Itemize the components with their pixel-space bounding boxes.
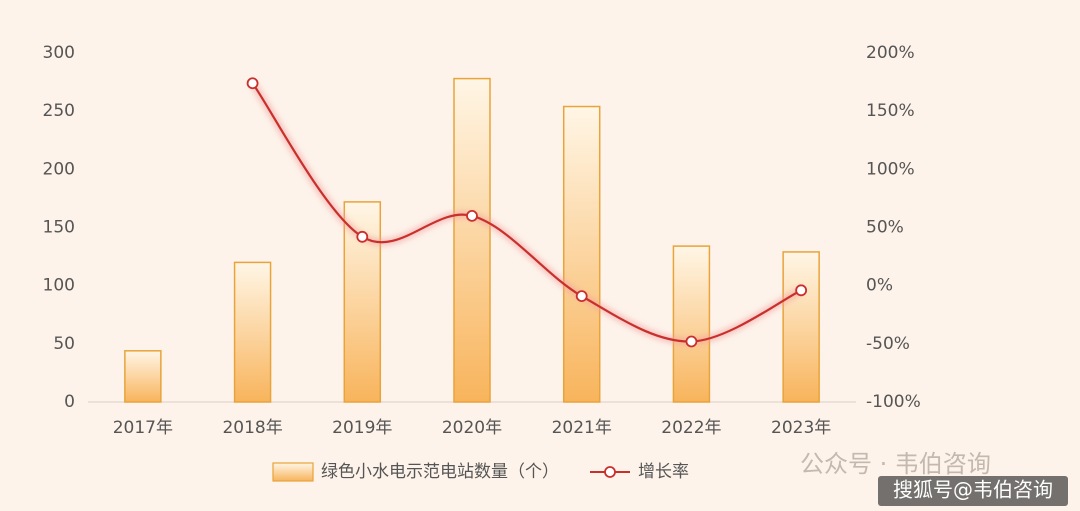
line-marker — [246, 77, 259, 90]
y2-tick-label: 50% — [866, 218, 904, 238]
line-marker — [795, 284, 808, 297]
line — [251, 82, 802, 343]
line-marker — [685, 335, 698, 348]
watermark-bg — [878, 476, 1068, 506]
bar — [562, 105, 601, 403]
x-tick-label: 2018年 — [222, 418, 282, 438]
x-tick-label: 2021年 — [552, 418, 612, 438]
y2-tick-label: -50% — [866, 334, 910, 354]
y-tick-label: 200 — [43, 159, 75, 179]
legend-swatch — [604, 466, 616, 478]
x-tick-label: 2023年 — [771, 418, 831, 438]
line-marker — [356, 230, 369, 243]
y-tick-label: 0 — [64, 392, 75, 412]
watermark: 搜狐号@韦伯咨询 — [893, 478, 1053, 502]
bar — [672, 245, 711, 403]
y-tick-label: 100 — [43, 276, 75, 296]
legend-label: 增长率 — [638, 462, 689, 482]
y-tick-label: 250 — [43, 101, 75, 121]
bar — [124, 350, 162, 403]
line-marker — [575, 290, 588, 303]
legend-label: 绿色小水电示范电站数量（个） — [321, 462, 559, 482]
bar — [233, 261, 272, 403]
x-tick-label: 2019年 — [332, 418, 392, 438]
x-tick-label: 2022年 — [661, 418, 721, 438]
bar — [782, 251, 820, 403]
bar — [453, 77, 491, 403]
legend-swatch — [272, 462, 314, 482]
y2-tick-label: -100% — [866, 392, 921, 412]
y2-tick-label: 150% — [866, 101, 915, 121]
y2-tick-label: 200% — [866, 43, 915, 63]
y2-tick-label: 100% — [866, 159, 915, 179]
x-tick-label: 2017年 — [113, 418, 173, 438]
y-tick-label: 300 — [43, 43, 75, 63]
line-marker — [466, 209, 478, 222]
y-tick-label: 50 — [53, 334, 75, 354]
x-tick-label: 2020年 — [442, 418, 502, 438]
y2-tick-label: 0% — [866, 276, 893, 296]
watermark: 公众号 · 韦伯咨询 — [800, 450, 991, 478]
y-tick-label: 150 — [43, 218, 75, 238]
